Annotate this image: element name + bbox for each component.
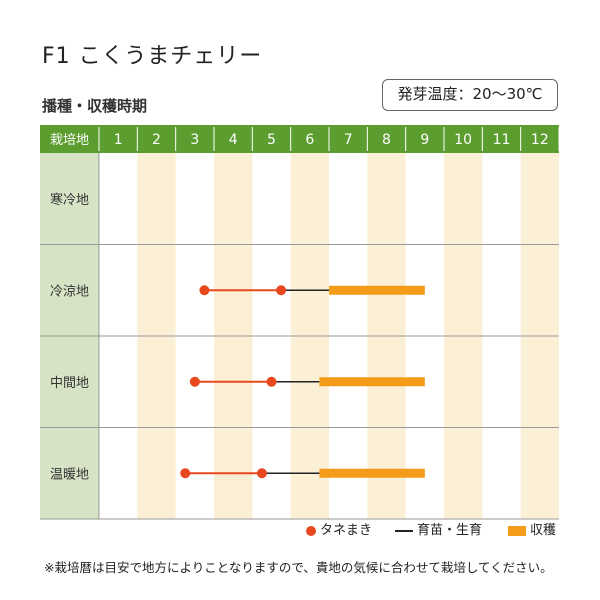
month-label: 7 bbox=[344, 132, 353, 148]
sowing-dot-end bbox=[256, 468, 267, 479]
harvest-bar-icon bbox=[508, 526, 526, 536]
harvest-bar bbox=[329, 285, 425, 295]
month-label: 2 bbox=[152, 132, 161, 148]
legend-harvest: 収穫 bbox=[508, 520, 556, 542]
sowing-dot-start bbox=[189, 376, 200, 387]
month-label: 12 bbox=[531, 132, 549, 148]
sowing-dot-end bbox=[266, 376, 277, 387]
growing-line-icon bbox=[395, 530, 413, 532]
legend-sowing: タネまき bbox=[306, 520, 372, 542]
region-label: 中間地 bbox=[50, 376, 89, 391]
page-title: F1 こくうまチェリー bbox=[42, 44, 263, 69]
month-label: 5 bbox=[267, 132, 276, 148]
legend-growing: 育苗・生育 bbox=[395, 520, 482, 542]
sowing-dot-start bbox=[180, 468, 191, 479]
sowing-dot-end bbox=[276, 285, 287, 296]
legend-harvest-label: 収穫 bbox=[530, 523, 557, 538]
month-label: 4 bbox=[229, 132, 238, 148]
month-label: 8 bbox=[382, 132, 391, 148]
month-label: 1 bbox=[114, 132, 123, 148]
harvest-bar bbox=[319, 377, 425, 387]
header-bar bbox=[40, 125, 559, 153]
legend-growing-label: 育苗・生育 bbox=[417, 523, 483, 538]
month-label: 6 bbox=[305, 132, 314, 148]
region-label: 温暖地 bbox=[50, 467, 89, 482]
region-label: 寒冷地 bbox=[50, 192, 89, 208]
month-label: 11 bbox=[493, 132, 511, 148]
month-label: 3 bbox=[190, 132, 199, 148]
region-label: 冷涼地 bbox=[50, 284, 89, 299]
month-label: 10 bbox=[454, 132, 472, 148]
germination-temperature: 発芽温度：20～30℃ bbox=[382, 79, 558, 111]
chart-legend: タネまき 育苗・生育 収穫 bbox=[0, 520, 600, 542]
harvest-bar bbox=[319, 468, 425, 478]
month-label: 9 bbox=[420, 132, 429, 148]
corner-label: 栽培地 bbox=[50, 132, 89, 148]
legend-sowing-label: タネまき bbox=[320, 523, 373, 538]
sowing-dot-icon bbox=[306, 526, 316, 536]
footnote: ※栽培暦は目安で地方によりことなりますので、貴地の気候に合わせて栽培してください… bbox=[44, 560, 553, 575]
sowing-dot-start bbox=[199, 285, 210, 296]
chart-subtitle: 播種・収穫時期 bbox=[42, 97, 148, 115]
